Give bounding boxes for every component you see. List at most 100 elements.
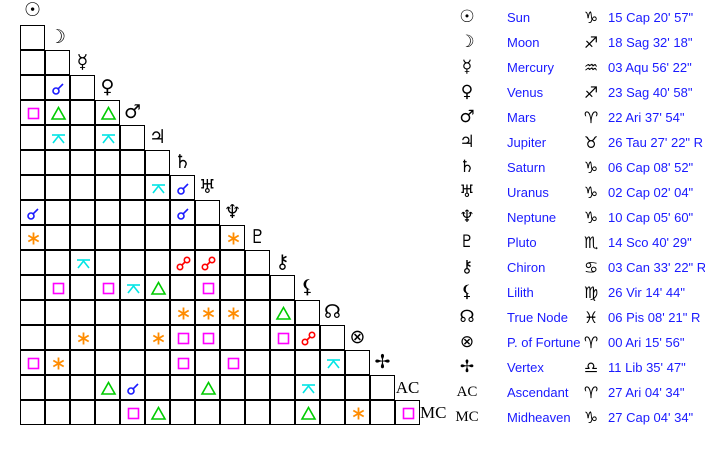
chiron-icon: ⚷ [460,257,474,277]
vertex-icon: ✢ [374,351,391,373]
conjunction-aspect-icon [177,183,189,195]
grid-cell-p-of-fortune-jupiter [145,325,170,350]
grid-cell-venus-moon [45,75,70,100]
venus-icon: ♀ [460,82,474,102]
grid-cell-true-node-uranus [195,300,220,325]
grid-cell-neptune-venus [95,200,120,225]
zodiac-sign-icon: ♑ [583,408,599,427]
planet-position: 27 Cap 04' 34" [608,410,694,425]
planet-name: Mars [507,110,536,125]
jupiter-icon: ♃ [459,132,475,152]
grid-cell-p-of-fortune-moon [45,325,70,350]
grid-cell-pluto-venus [95,225,120,250]
grid-cell-venus-mercury [70,75,95,100]
grid-cell-vertex-saturn [170,350,195,375]
square-aspect-icon [27,107,40,120]
zodiac-sign-icon: ♑ [583,183,599,202]
grid-cell-lilith-mars [120,275,145,300]
planet-position: 06 Cap 08' 52" [608,160,694,175]
grid-cell-ascendant-chiron [270,375,295,400]
square-aspect-icon [277,332,290,345]
planet-name: Lilith [507,285,534,300]
grid-cell-saturn-mercury [70,150,95,175]
grid-cell-chiron-saturn [170,250,195,275]
planet-name: Sun [507,10,531,25]
grid-cell-ascendant-mercury [70,375,95,400]
planet-row-jupiter: ♃ Jupiter ♉ 26 Tau 27' 22" R [455,130,705,155]
grid-cell-pluto-neptune [220,225,245,250]
planet-row-sun: ☉ Sun ♑ 15 Cap 20' 57" [455,5,705,30]
grid-cell-true-node-chiron [270,300,295,325]
quincunx-aspect-icon [327,359,340,369]
grid-cell-neptune-sun [20,200,45,225]
quincunx-aspect-icon [302,384,315,394]
square-aspect-icon [102,282,115,295]
grid-cell-ascendant-true-node [320,375,345,400]
grid-cell-midheaven-true-node [320,400,345,425]
grid-cell-chiron-neptune [220,250,245,275]
moon-icon: ☽ [48,26,67,48]
p-of-fortune-icon: ⊗ [349,326,366,348]
zodiac-sign-icon: ♈ [583,108,599,127]
opposition-aspect-icon [301,331,316,346]
grid-cell-p-of-fortune-saturn [170,325,195,350]
trine-aspect-icon [100,105,117,120]
grid-cell-jupiter-venus [95,125,120,150]
grid-cell-pluto-mars [120,225,145,250]
grid-cell-midheaven-lilith [295,400,320,425]
square-aspect-icon [402,407,415,420]
grid-cell-midheaven-neptune [220,400,245,425]
grid-cell-midheaven-chiron [270,400,295,425]
grid-cell-vertex-moon [45,350,70,375]
grid-cell-p-of-fortune-chiron [270,325,295,350]
planet-row-saturn: ♄ Saturn ♑ 06 Cap 08' 52" [455,155,705,180]
chiron-icon: ⚷ [275,251,290,273]
grid-cell-neptune-uranus [195,200,220,225]
uranus-icon: ♅ [459,182,475,202]
trine-aspect-icon [50,105,67,120]
grid-cell-ascendant-saturn [170,375,195,400]
grid-cell-chiron-uranus [195,250,220,275]
sextile-aspect-icon [77,332,90,345]
grid-cell-vertex-mars [120,350,145,375]
grid-cell-saturn-jupiter [145,150,170,175]
grid-cell-chiron-mercury [70,250,95,275]
grid-cell-p-of-fortune-mars [120,325,145,350]
sextile-aspect-icon [152,332,165,345]
grid-cell-midheaven-venus [95,400,120,425]
grid-cell-true-node-moon [45,300,70,325]
grid-cell-true-node-saturn [170,300,195,325]
grid-cell-true-node-mars [120,300,145,325]
square-aspect-icon [177,332,190,345]
zodiac-sign-icon: ♋ [583,258,599,277]
grid-cell-midheaven-pluto [245,400,270,425]
jupiter-icon: ♃ [148,126,167,148]
planet-name: Chiron [507,260,546,275]
quincunx-aspect-icon [102,134,115,144]
planet-row-chiron: ⚷ Chiron ♋ 03 Can 33' 22" R [455,255,705,280]
conjunction-aspect-icon [177,208,189,220]
grid-cell-saturn-mars [120,150,145,175]
grid-cell-mercury-moon [45,50,70,75]
planet-position: 23 Sag 40' 58" [608,85,693,100]
grid-cell-vertex-jupiter [145,350,170,375]
grid-cell-ascendant-venus [95,375,120,400]
conjunction-aspect-icon [52,83,64,95]
grid-cell-lilith-uranus [195,275,220,300]
grid-cell-p-of-fortune-sun [20,325,45,350]
zodiac-sign-icon: ♑ [583,208,599,227]
planet-name: P. of Fortune [507,335,581,350]
grid-cell-uranus-moon [45,175,70,200]
grid-cell-pluto-sun [20,225,45,250]
trine-aspect-icon [200,380,217,395]
grid-cell-chiron-venus [95,250,120,275]
grid-cell-pluto-moon [45,225,70,250]
grid-cell-uranus-saturn [170,175,195,200]
ascendant-icon: AC [395,378,420,397]
mercury-icon: ☿ [461,57,473,77]
planet-position: 27 Ari 04' 34" [608,385,685,400]
vertex-icon: ✢ [459,357,475,377]
grid-cell-chiron-mars [120,250,145,275]
grid-cell-vertex-p-of-fortune [345,350,370,375]
planet-position: 03 Can 33' 22" R [608,260,705,275]
